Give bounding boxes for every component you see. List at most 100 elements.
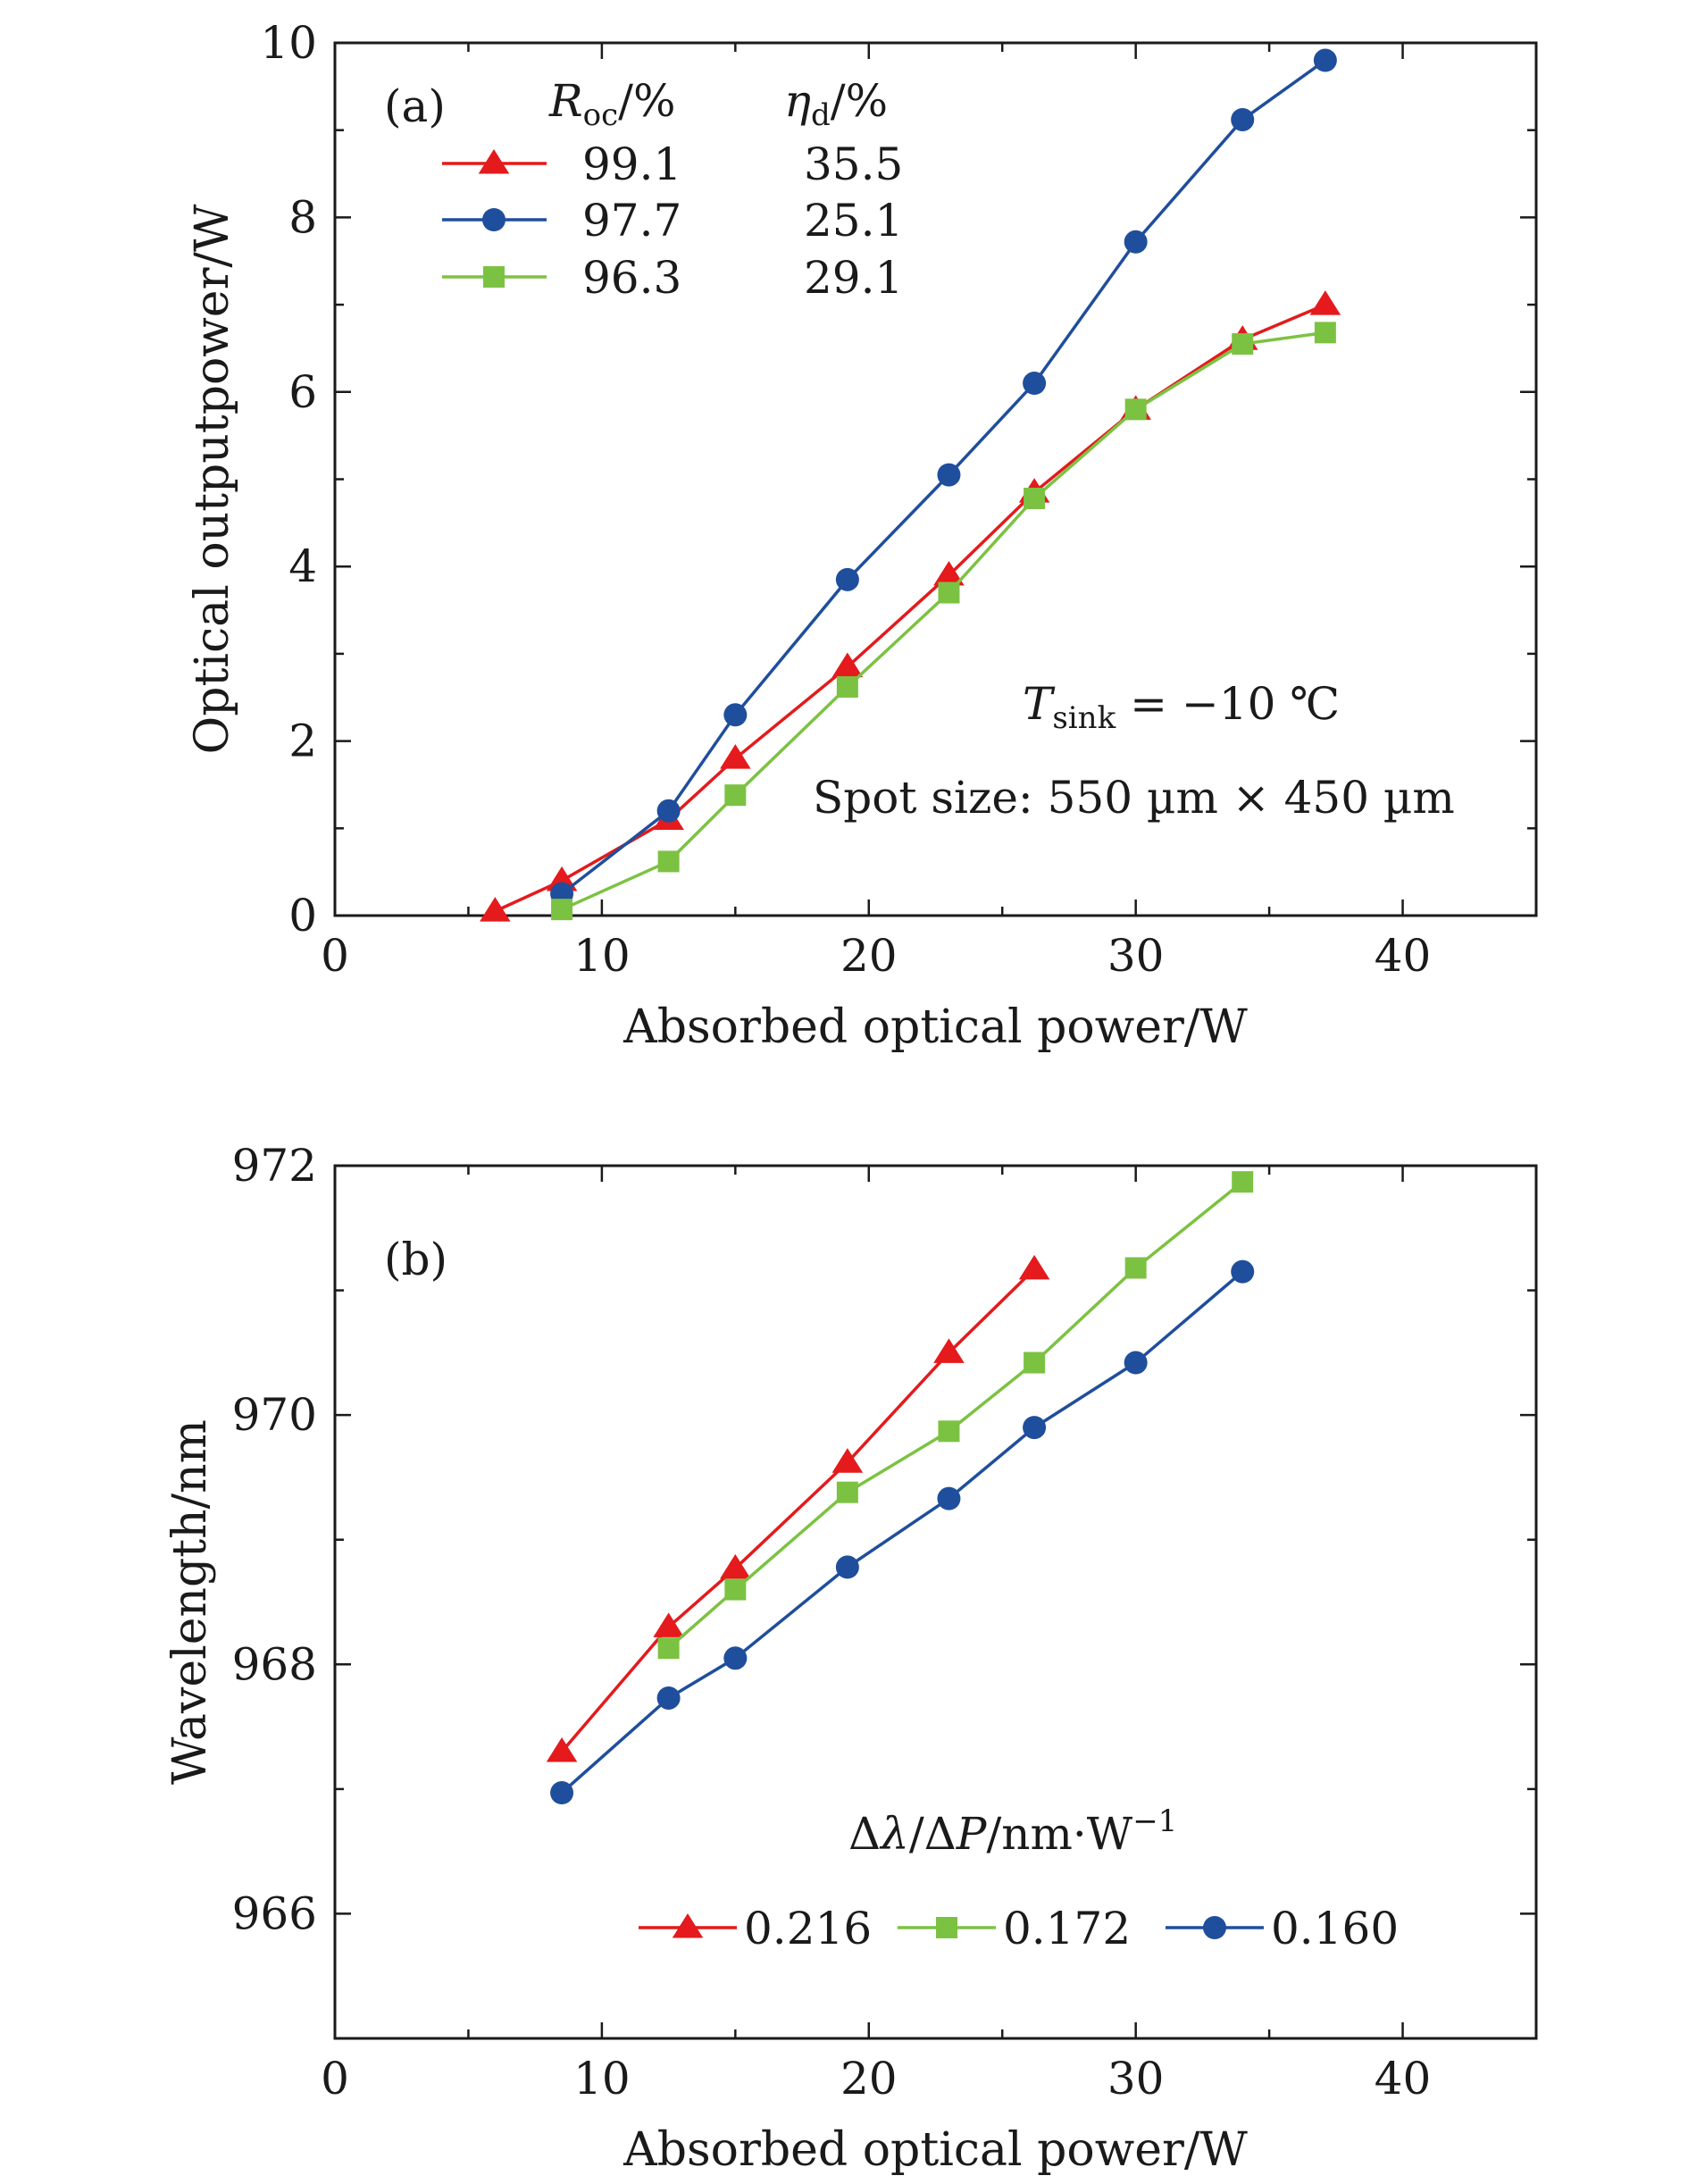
data-point-97.7 xyxy=(937,463,961,487)
legend-a: Roc/% ηd/% 99.1 35.5 97.7 25.1 96.3 29.1 xyxy=(442,75,903,304)
y-tick-label: 0 xyxy=(288,890,317,941)
data-point-97.7 xyxy=(835,567,859,591)
data-point-0.160 xyxy=(1124,1351,1148,1375)
legend-label: 0.216 xyxy=(744,1903,872,1954)
data-point-96.3 xyxy=(724,784,747,807)
data-point-99.1 xyxy=(933,560,965,586)
y-axis-title: Wavelength/nm xyxy=(163,1419,217,1785)
data-point-96.3 xyxy=(1024,487,1046,509)
data-point-0.172 xyxy=(1124,1257,1147,1279)
legend-marker-96.3 xyxy=(483,266,505,288)
data-point-96.3 xyxy=(836,676,858,699)
data-point-0.172 xyxy=(657,1637,680,1660)
data-point-0.160 xyxy=(1023,1416,1047,1440)
legend-marker-0.216 xyxy=(672,1913,704,1938)
data-point-97.7 xyxy=(1023,372,1047,396)
y-tick-label: 970 xyxy=(232,1389,317,1441)
y-tick-label: 968 xyxy=(232,1638,317,1690)
data-point-0.160 xyxy=(937,1486,961,1510)
annotation-tsink: Tsink = −10 ℃ xyxy=(1023,678,1340,736)
y-tick-label: 4 xyxy=(288,540,317,592)
data-point-0.160 xyxy=(1231,1259,1255,1284)
x-tick-label: 10 xyxy=(573,2053,631,2105)
legend-marker-97.7 xyxy=(482,208,506,231)
data-point-0.172 xyxy=(1024,1351,1046,1374)
data-point-0.172 xyxy=(836,1481,858,1503)
legend-label: 99.1 xyxy=(582,138,681,190)
x-tick-label: 40 xyxy=(1375,2053,1432,2105)
data-point-0.160 xyxy=(723,1646,748,1670)
x-axis-title: Absorbed optical power/W xyxy=(623,1000,1248,1054)
y-tick-label: 966 xyxy=(232,1887,317,1939)
data-point-96.3 xyxy=(1124,398,1147,421)
data-point-0.160 xyxy=(550,1781,574,1805)
data-point-99.1 xyxy=(546,866,578,891)
data-point-99.1 xyxy=(720,744,751,769)
x-tick-label: 20 xyxy=(840,2053,898,2105)
data-point-0.160 xyxy=(835,1555,859,1579)
data-point-0.160 xyxy=(656,1686,681,1710)
data-point-0.216 xyxy=(1018,1254,1050,1280)
data-point-96.3 xyxy=(1314,322,1336,344)
data-point-96.3 xyxy=(938,582,960,604)
data-point-97.7 xyxy=(1124,230,1148,254)
y-axis-title: Optical outputpower/W xyxy=(186,204,239,754)
y-tick-label: 2 xyxy=(288,715,317,767)
data-point-97.7 xyxy=(656,799,681,823)
data-point-0.216 xyxy=(653,1612,684,1637)
legend-marker-0.160 xyxy=(1203,1916,1226,1939)
data-point-97.7 xyxy=(1231,107,1255,131)
plot-frame xyxy=(333,1164,1538,2040)
data-point-0.172 xyxy=(938,1420,960,1443)
series-line-0.172 xyxy=(667,1180,1244,1650)
x-tick-label: 0 xyxy=(321,930,349,982)
legend-marker-99.1 xyxy=(478,149,510,174)
data-point-0.216 xyxy=(831,1448,864,1473)
legend-header-eta: ηd/% xyxy=(784,75,888,133)
x-axis-title: Absorbed optical power/W xyxy=(623,2123,1248,2177)
x-tick-label: 30 xyxy=(1107,2053,1165,2105)
legend-label: 96.3 xyxy=(582,252,681,304)
legend-marker-0.172 xyxy=(936,1917,957,1938)
legend-title: Δλ/ΔP/nm·W−1 xyxy=(848,1803,1177,1860)
data-point-0.172 xyxy=(724,1578,747,1601)
data-point-99.1 xyxy=(480,897,511,922)
data-point-97.7 xyxy=(723,703,748,727)
y-tick-label: 10 xyxy=(260,17,317,69)
legend-label: 97.7 xyxy=(582,195,681,247)
legend-value: 29.1 xyxy=(804,252,903,304)
y-tick-label: 6 xyxy=(288,366,317,418)
x-tick-label: 30 xyxy=(1107,930,1165,982)
data-point-0.216 xyxy=(720,1553,751,1579)
legend-value: 35.5 xyxy=(804,138,903,190)
x-tick-label: 10 xyxy=(573,930,631,982)
legend-value: 25.1 xyxy=(804,195,903,247)
x-tick-label: 20 xyxy=(840,930,898,982)
data-point-96.3 xyxy=(551,899,573,921)
annotation-spot-size: Spot size: 550 µm × 450 µm xyxy=(813,772,1455,824)
panel-a: 0 10 20 30 40 0 2 4 6 8 10 Absorbed optical power/W… xyxy=(186,17,1538,1054)
panel-label: (b) xyxy=(384,1234,447,1285)
x-tick-label: 0 xyxy=(321,2053,349,2105)
panel-label: (a) xyxy=(384,80,446,132)
legend-b: Δλ/ΔP/nm·W−1 0.216 0.172 0.160 xyxy=(639,1803,1399,1954)
data-point-99.1 xyxy=(831,652,864,678)
data-point-99.1 xyxy=(1309,290,1341,315)
data-point-97.7 xyxy=(1313,48,1337,72)
annotations-a: Tsink = −10 ℃ Spot size: 550 µm × 450 µm xyxy=(813,678,1455,824)
series-line-0.160 xyxy=(560,1270,1244,1795)
data-point-96.3 xyxy=(1232,333,1254,356)
data-point-96.3 xyxy=(657,850,680,873)
legend-header-roc: Roc/% xyxy=(548,75,676,133)
y-tick-label: 972 xyxy=(232,1140,317,1192)
legend-label: 0.160 xyxy=(1271,1903,1399,1954)
panel-b: 0 10 20 30 40 966 968 970 972 Absorbed optical po… xyxy=(163,1140,1538,2177)
data-point-0.216 xyxy=(546,1736,578,1762)
series-line-0.216 xyxy=(560,1268,1036,1753)
y-tick-label: 8 xyxy=(288,191,317,243)
data-point-0.172 xyxy=(1232,1171,1254,1193)
legend-label: 0.172 xyxy=(1003,1903,1131,1954)
x-tick-label: 40 xyxy=(1375,930,1432,982)
series-line-99.1 xyxy=(494,303,1326,913)
